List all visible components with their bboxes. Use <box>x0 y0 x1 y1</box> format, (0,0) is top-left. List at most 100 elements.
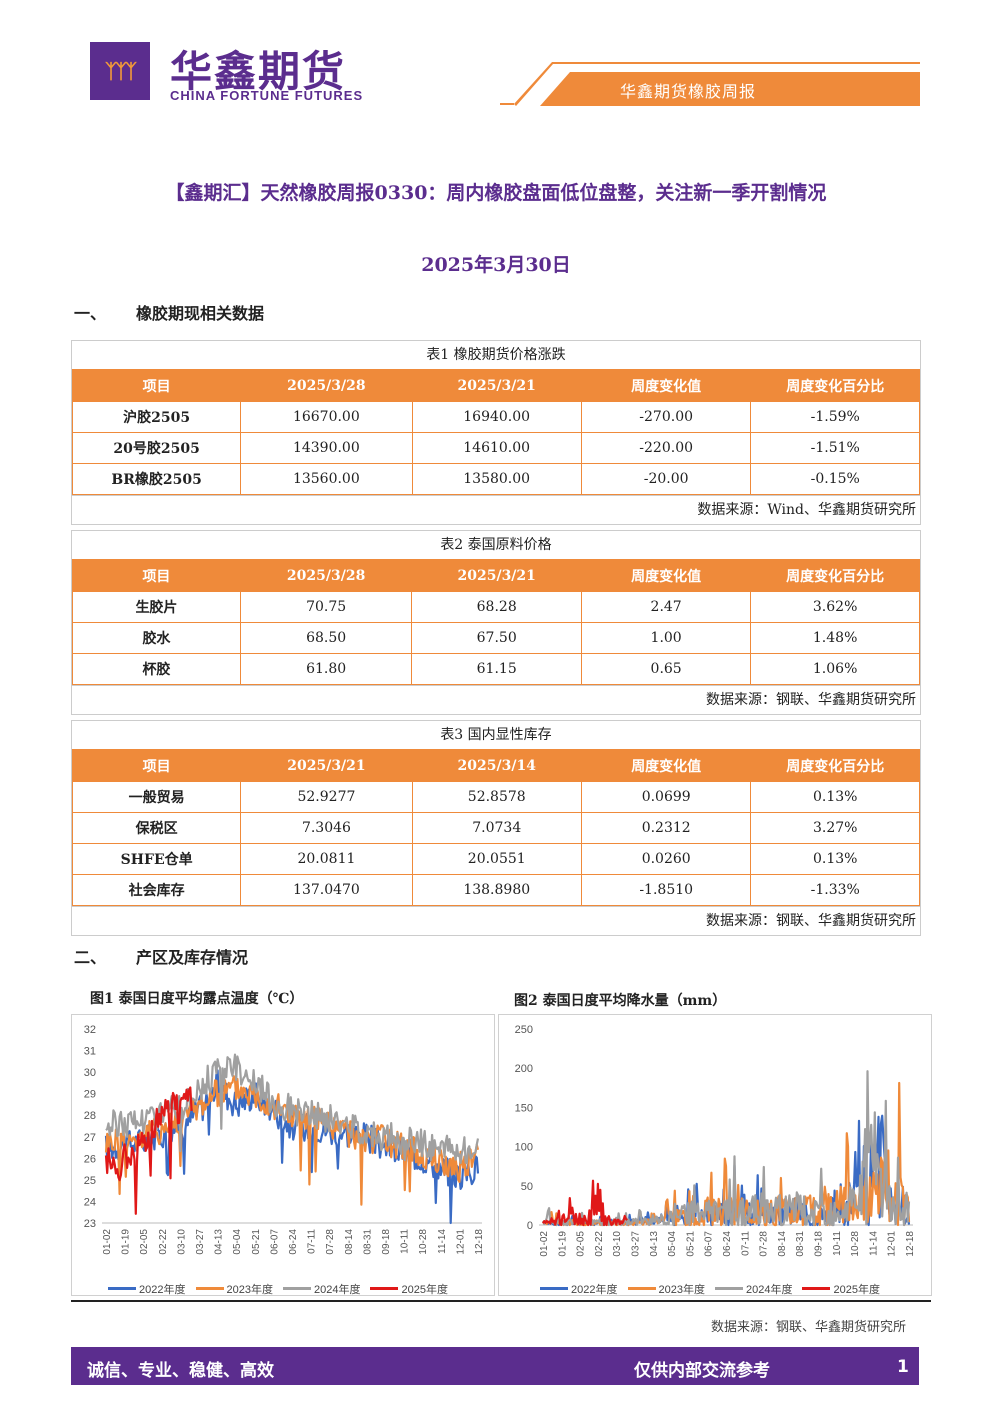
row-label: 生胶片 <box>72 591 241 623</box>
table-cell: 61.15 <box>411 653 582 685</box>
legend-swatch <box>195 1287 224 1290</box>
table-cell: 14610.00 <box>411 432 582 464</box>
legend-item: 2025年度 <box>802 1281 880 1297</box>
figure-2-title: 图2 泰国日度平均降水量（mm） <box>514 993 727 1009</box>
x-tick-label: 07-11 <box>740 1231 751 1256</box>
row-label: 一般贸易 <box>71 781 242 813</box>
legend-item: 2024年度 <box>715 1281 792 1297</box>
chart-rainfall-plot: 250 200 150 100 50 0 01-02 01-19 02-05 02-22 03-10… <box>515 1024 916 1257</box>
table-futures-prices: 表1 橡胶期货价格涨跌 项目 2025/3/28 2025/3/21 周度变化值 周度变化… <box>71 340 921 525</box>
x-tick-label: 09-18 <box>381 1229 392 1255</box>
legend-label: 2024年度 <box>746 1283 793 1296</box>
table-cell: 0.0699 <box>580 781 752 813</box>
x-tick-label: 08-14 <box>344 1229 355 1255</box>
y-tick-label: 250 <box>515 1024 533 1036</box>
legend-swatch <box>802 1287 831 1290</box>
x-tick-label: 03-27 <box>195 1229 206 1255</box>
section-number: 二、 <box>74 948 107 967</box>
x-tick-label: 07-28 <box>325 1229 336 1255</box>
y-tick-label: 50 <box>521 1181 533 1193</box>
table-cell: 7.3046 <box>240 812 413 844</box>
y-tick-label: 32 <box>84 1024 96 1036</box>
x-tick-label: 08-31 <box>362 1229 373 1255</box>
table-cell: 13580.00 <box>411 463 582 495</box>
legend-item: 2023年度 <box>627 1281 705 1297</box>
table-row: 20号胶2505 14390.00 14610.00 -220.00 -1.51% <box>71 432 920 464</box>
chart-dewpoint-legend: 2022年度 2023年度 2024年度 2025年度 <box>72 1275 494 1297</box>
x-tick-label: 10-28 <box>418 1229 429 1255</box>
x-tick-label: 07-11 <box>307 1229 318 1254</box>
x-tick-label: 11-14 <box>437 1229 448 1254</box>
x-tick-label: 05-21 <box>685 1231 696 1257</box>
series-line-3 <box>542 1179 628 1227</box>
legend-label: 2024年度 <box>314 1283 361 1296</box>
legend-swatch <box>715 1287 743 1290</box>
column-header: 周度变化值 <box>580 749 752 782</box>
section-heading-2: 二、 产区及库存情况 <box>74 944 248 968</box>
column-header: 2025/3/21 <box>411 559 582 592</box>
table-cell: 13560.00 <box>240 463 413 495</box>
x-tick-label: 06-24 <box>288 1229 299 1255</box>
y-tick-label: 25 <box>84 1175 96 1187</box>
x-tick-label: 03-10 <box>176 1229 187 1255</box>
table-cell: -220.00 <box>580 432 752 464</box>
y-tick-label: 200 <box>515 1063 533 1075</box>
figure-source: 数据来源：钢联、华鑫期货研究所 <box>710 1320 906 1335</box>
table-cell: -20.00 <box>580 463 752 495</box>
table-cell: 20.0811 <box>240 843 413 875</box>
column-header: 周度变化百分比 <box>750 369 920 402</box>
x-tick-label: 11-14 <box>868 1231 879 1256</box>
table-row: 生胶片 70.75 68.28 2.47 3.62% <box>72 591 920 623</box>
company-logo-cn: 华鑫期货 <box>170 47 347 96</box>
x-tick-label: 10-11 <box>832 1231 843 1256</box>
column-header: 2025/3/21 <box>411 369 582 402</box>
chart-rainfall: 250 200 150 100 50 0 01-02 01-19 02-05 02-22 03-10… <box>498 1014 932 1296</box>
x-tick-label: 01-19 <box>121 1229 132 1255</box>
table-row: BR橡胶2505 13560.00 13580.00 -20.00 -0.15% <box>71 463 920 495</box>
section-heading-1: 一、 橡胶期现相关数据 <box>74 300 264 324</box>
table-cell: 1.00 <box>580 622 752 654</box>
legend-swatch <box>627 1287 656 1290</box>
y-tick-label: 23 <box>84 1218 96 1230</box>
table-cell: 2.47 <box>580 591 752 623</box>
column-header: 2025/3/28 <box>240 369 413 402</box>
x-tick-label: 08-14 <box>777 1231 788 1257</box>
table-source: 数据来源：钢联、华鑫期货研究所 <box>72 685 920 714</box>
page-number: 1 <box>897 1357 909 1377</box>
y-tick-label: 28 <box>84 1110 96 1122</box>
table-row: 保税区 7.3046 7.0734 0.2312 3.27% <box>71 812 920 844</box>
x-tick-label: 02-05 <box>139 1229 150 1255</box>
table-cell: 61.80 <box>239 653 413 685</box>
series-line-3 <box>104 1086 193 1215</box>
table-row: SHFE仓单 20.0811 20.0551 0.0260 0.13% <box>71 843 920 875</box>
company-logo-en: CHINA FORTUNE FUTURES <box>170 88 364 103</box>
y-tick-label: 31 <box>84 1046 96 1058</box>
chart-dewpoint: 32 31 30 29 28 27 26 25 24 23 01-02 01-19 02-05 02-22… <box>71 1014 495 1296</box>
table-cell: 1.48% <box>750 622 920 654</box>
column-header: 周度变化百分比 <box>750 559 920 592</box>
figure-1-title: 图1 泰国日度平均露点温度（℃） <box>90 991 304 1007</box>
x-tick-label: 05-04 <box>232 1229 243 1255</box>
footer-slogan: 诚信、专业、稳健、高效 <box>87 1361 274 1381</box>
x-tick-label: 12-01 <box>455 1229 466 1255</box>
table-row: 沪胶2505 16670.00 16940.00 -270.00 -1.59% <box>71 401 920 433</box>
x-tick-label: 07-28 <box>759 1231 770 1257</box>
table-cell: -0.15% <box>750 463 920 495</box>
x-tick-label: 03-27 <box>631 1231 642 1257</box>
legend-label: 2022年度 <box>571 1283 618 1296</box>
x-tick-label: 06-07 <box>704 1231 715 1257</box>
table-cell: 0.13% <box>750 781 920 813</box>
x-tick-label: 04-13 <box>214 1229 225 1255</box>
table-cell: 16940.00 <box>411 401 582 433</box>
x-tick-label: 01-19 <box>557 1231 568 1257</box>
y-tick-label: 24 <box>84 1196 96 1208</box>
table-row: 杯胶 61.80 61.15 0.65 1.06% <box>72 653 920 685</box>
section-title: 橡胶期现相关数据 <box>136 304 265 323</box>
table-cell: 52.9277 <box>240 781 413 813</box>
table-cell: 0.13% <box>750 843 920 875</box>
row-label: 沪胶2505 <box>71 401 242 433</box>
legend-label: 2022年度 <box>139 1283 186 1296</box>
table-cell: 137.0470 <box>240 874 413 906</box>
table-cell: 20.0551 <box>411 843 582 875</box>
legend-item: 2025年度 <box>370 1281 448 1297</box>
